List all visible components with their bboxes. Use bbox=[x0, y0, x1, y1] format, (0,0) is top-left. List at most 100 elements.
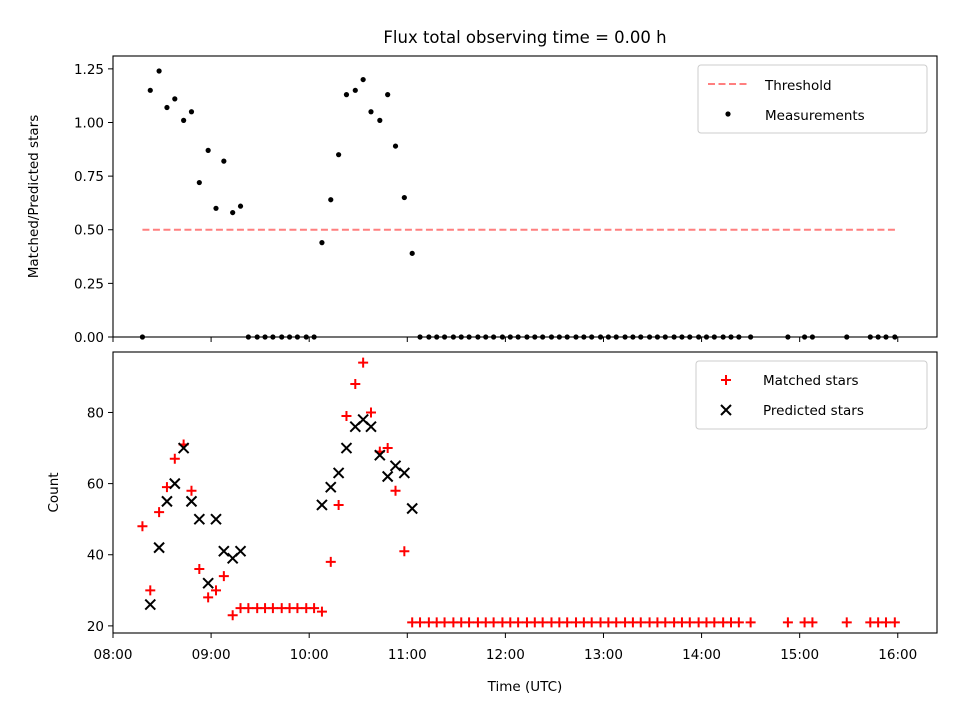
matched-star-point bbox=[513, 617, 524, 628]
y-tick-label: 40 bbox=[87, 548, 104, 564]
chart-title: Flux total observing time = 0.00 h bbox=[383, 28, 666, 47]
matched-star-point bbox=[316, 606, 327, 617]
measurement-point bbox=[336, 152, 342, 158]
matched-star-point bbox=[562, 617, 573, 628]
x-tick-label: 09:00 bbox=[192, 647, 231, 663]
matched-star-point bbox=[267, 603, 278, 614]
matched-star-point bbox=[889, 617, 900, 628]
measurement-point bbox=[343, 92, 350, 98]
predicted-star-point bbox=[161, 495, 173, 508]
predicted-star-point bbox=[177, 442, 190, 454]
legend-measurement-swatch bbox=[725, 111, 731, 117]
x-tick-label: 15:00 bbox=[780, 647, 819, 663]
matched-star-point bbox=[399, 546, 410, 557]
matched-star-point bbox=[203, 592, 214, 603]
measurement-point bbox=[221, 158, 227, 164]
matched-star-point bbox=[464, 617, 475, 628]
legend-label: Threshold bbox=[764, 78, 832, 94]
matched-star-point bbox=[341, 411, 352, 422]
matched-star-point bbox=[333, 499, 344, 510]
x-tick-label: 11:00 bbox=[388, 647, 427, 663]
predicted-star-point bbox=[381, 470, 394, 483]
matched-star-point bbox=[358, 357, 369, 368]
y-tick-label: 1.25 bbox=[74, 62, 104, 78]
y-tick-label: 60 bbox=[87, 477, 104, 493]
matched-star-point bbox=[218, 571, 229, 582]
matched-star-point bbox=[439, 617, 450, 628]
predicted-star-point bbox=[332, 467, 345, 479]
measurement-point bbox=[188, 109, 195, 115]
matched-star-point bbox=[350, 379, 361, 390]
predicted-star-point bbox=[398, 467, 411, 479]
matched-star-point bbox=[488, 617, 499, 628]
matched-star-point bbox=[137, 521, 148, 532]
predicted-star-point bbox=[169, 477, 181, 490]
predicted-star-point bbox=[340, 442, 353, 454]
predicted-star-point bbox=[389, 460, 402, 472]
predicted-star-point bbox=[365, 420, 377, 433]
matched-star-point bbox=[145, 585, 156, 596]
measurement-point bbox=[319, 240, 325, 246]
measurement-point bbox=[392, 143, 399, 149]
measurement-point bbox=[401, 194, 407, 201]
matched-star-point bbox=[227, 610, 238, 621]
matched-star-point bbox=[611, 617, 622, 628]
legend-frame bbox=[697, 64, 928, 134]
matched-star-point bbox=[660, 617, 671, 628]
predicted-star-point bbox=[210, 513, 222, 525]
matched-star-point bbox=[292, 603, 303, 614]
matched-star-point bbox=[169, 453, 180, 464]
measurement-point bbox=[409, 250, 415, 256]
matched-star-point bbox=[782, 617, 793, 628]
y-tick-label: 0.50 bbox=[74, 223, 104, 239]
measurement-point bbox=[360, 76, 366, 83]
matched-star-point bbox=[415, 617, 426, 628]
legend: Threshold Measurements bbox=[697, 64, 928, 134]
y-tick-label: 0.00 bbox=[74, 330, 104, 346]
matched-star-point bbox=[309, 603, 320, 614]
matched-star-point bbox=[586, 617, 597, 628]
y-axis-label: Count bbox=[46, 472, 62, 512]
matched-star-point bbox=[733, 617, 744, 628]
legend-predicted-swatch bbox=[720, 404, 732, 416]
legend-label: Predicted stars bbox=[763, 403, 864, 419]
matched-star-point bbox=[684, 617, 695, 628]
matched-star-point bbox=[186, 485, 197, 496]
measurement-point bbox=[147, 87, 153, 93]
predicted-star-point bbox=[193, 513, 206, 525]
measurement-point bbox=[368, 109, 374, 115]
measurement-point bbox=[181, 117, 187, 123]
x-axis-label: Time (UTC) bbox=[487, 679, 563, 695]
x-tick-label: 08:00 bbox=[94, 647, 133, 663]
measurement-point bbox=[230, 209, 236, 216]
matched-star-point bbox=[807, 617, 818, 628]
matched-star-point bbox=[382, 443, 393, 454]
matched-star-point bbox=[537, 617, 548, 628]
y-tick-label: 0.75 bbox=[74, 169, 104, 185]
predicted-star-point bbox=[185, 495, 198, 508]
ratio-axes-frame bbox=[112, 55, 938, 338]
matched-star-point bbox=[709, 617, 720, 628]
matched-star-point bbox=[841, 617, 852, 628]
matched-star-point bbox=[880, 617, 891, 628]
predicted-star-point bbox=[234, 545, 247, 557]
measurement-point bbox=[352, 87, 358, 93]
predicted-star-point bbox=[316, 499, 328, 511]
x-tick-label: 10:00 bbox=[290, 647, 329, 663]
measurement-point bbox=[385, 92, 391, 98]
legend-label: Matched stars bbox=[763, 373, 859, 389]
measurement-point bbox=[328, 197, 334, 203]
matched-star-point bbox=[635, 617, 646, 628]
legend-matched-swatch bbox=[721, 375, 731, 385]
x-tick-label: 12:00 bbox=[486, 647, 525, 663]
predicted-star-point bbox=[325, 481, 337, 493]
predicted-star-point bbox=[144, 598, 156, 611]
matched-star-point bbox=[211, 585, 221, 596]
matched-star-point bbox=[243, 603, 254, 614]
legend-label: Measurements bbox=[765, 108, 865, 124]
matched-star-point bbox=[325, 556, 336, 567]
x-tick-label: 13:00 bbox=[584, 647, 623, 663]
count-axes-frame bbox=[112, 351, 938, 634]
y-tick-label: 80 bbox=[87, 405, 104, 421]
